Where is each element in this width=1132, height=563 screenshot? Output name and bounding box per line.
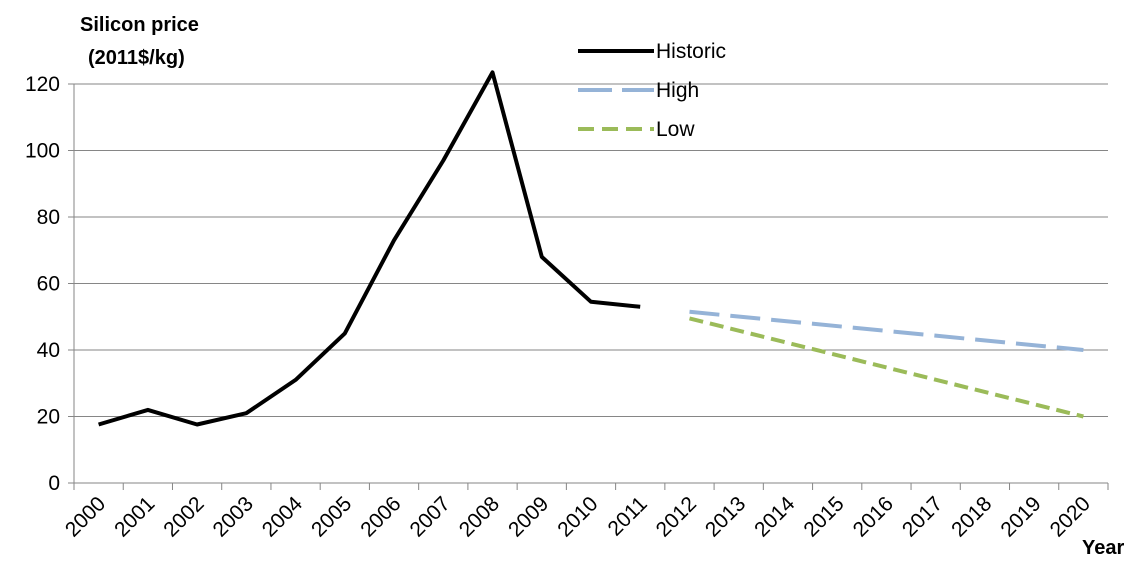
y-tick-labels: 0 20 40 60 80 100 120 bbox=[25, 73, 60, 495]
y-tick-label: 20 bbox=[37, 406, 60, 429]
x-tick-label: 2013 bbox=[701, 492, 750, 541]
axes bbox=[68, 83, 1109, 490]
y-tick-label: 80 bbox=[37, 206, 60, 229]
x-tick-label: 2004 bbox=[258, 492, 308, 542]
y-tick-label: 100 bbox=[25, 140, 60, 163]
series-lines bbox=[98, 70, 1084, 427]
x-tick-label: 2006 bbox=[356, 492, 405, 541]
x-tick-label: 2011 bbox=[604, 492, 652, 540]
x-tick-label: 2010 bbox=[553, 492, 602, 541]
y-axis-title-line-1: Silicon price bbox=[80, 14, 199, 36]
x-tick-label: 2001 bbox=[110, 492, 159, 541]
gridlines bbox=[74, 83, 1108, 417]
y-tick-label: 120 bbox=[25, 73, 60, 96]
legend-label-low: Low bbox=[656, 118, 695, 141]
x-tick-label: 2005 bbox=[307, 492, 356, 541]
y-tick-label: 60 bbox=[37, 273, 60, 296]
x-tick-label: 2015 bbox=[799, 492, 848, 541]
x-tick-label: 2000 bbox=[61, 492, 110, 541]
series-line-low bbox=[689, 316, 1084, 419]
x-tick-labels: 2000 2001 2002 2003 2004 2005 2006 2007 2008 2009… bbox=[61, 492, 1095, 542]
x-tick-label: 2012 bbox=[652, 492, 701, 541]
x-tick-label: 2018 bbox=[947, 492, 996, 541]
y-tick-label: 0 bbox=[48, 472, 60, 495]
x-tick-label: 2017 bbox=[898, 492, 947, 541]
x-tick-label: 2009 bbox=[504, 492, 553, 541]
x-tick-label: 2008 bbox=[455, 492, 504, 541]
x-tick-label: 2014 bbox=[750, 492, 800, 542]
x-tick-label: 2016 bbox=[849, 492, 898, 541]
x-tick-label: 2003 bbox=[209, 492, 258, 541]
y-tick-label: 40 bbox=[37, 339, 60, 362]
legend: Historic High Low bbox=[578, 40, 726, 141]
x-tick-label: 2019 bbox=[996, 492, 1045, 541]
y-axis-title-line-2: (2011$/kg) bbox=[88, 47, 185, 69]
x-tick-label: 2020 bbox=[1046, 492, 1095, 541]
legend-label-high: High bbox=[656, 79, 699, 102]
series-line-high bbox=[689, 309, 1084, 352]
series-line-historic bbox=[98, 70, 641, 427]
x-tick-label: 2007 bbox=[406, 492, 455, 541]
x-axis-title: Year bbox=[1082, 537, 1124, 559]
legend-label-historic: Historic bbox=[656, 40, 726, 63]
x-tick-label: 2002 bbox=[159, 492, 208, 541]
